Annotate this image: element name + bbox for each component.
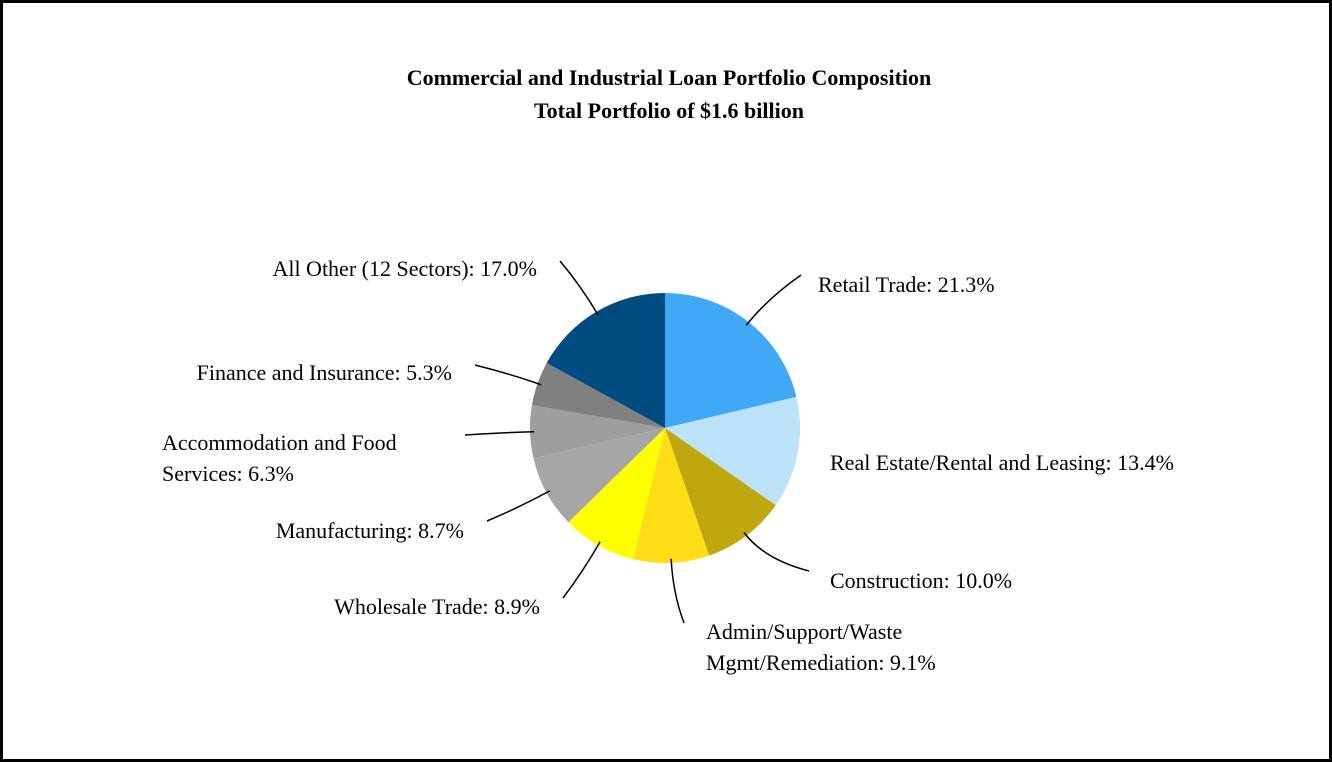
pie-slice	[665, 396, 800, 506]
slice-label: All Other (12 Sectors): 17.0%	[272, 256, 537, 281]
leader-line	[486, 490, 551, 522]
slice-label: Construction: 10.0%	[830, 568, 1013, 593]
leader-line	[670, 558, 685, 624]
pie-slice	[568, 428, 665, 560]
pie-slice	[531, 362, 665, 428]
leader-line	[743, 532, 810, 572]
pie-slice	[530, 405, 665, 459]
slice-label: Retail Trade: 21.3%	[818, 272, 995, 297]
leader-line	[474, 364, 542, 386]
slice-label: Accommodation and Food Services: 6.3%	[162, 430, 397, 486]
slice-label: Real Estate/Rental and Leasing: 13.4%	[830, 450, 1174, 475]
slice-label: Manufacturing: 8.7%	[275, 518, 464, 543]
chart-subtitle: Total Portfolio of $1.6 billion	[534, 98, 804, 123]
slice-label: Finance and Insurance: 5.3%	[196, 360, 452, 385]
pie-slice	[533, 428, 665, 523]
pie-slice	[665, 428, 776, 556]
pie-slice	[633, 428, 710, 563]
chart-title: Commercial and Industrial Loan Portfolio…	[406, 65, 932, 90]
leader-line	[559, 260, 599, 316]
slice-label: Admin/Support/Waste Mgmt/Remediation: 9.…	[706, 619, 936, 675]
leader-line	[745, 274, 802, 326]
leader-line	[562, 541, 601, 599]
leader-line	[464, 430, 535, 436]
pie-slice	[665, 293, 797, 428]
pie-slice	[546, 293, 665, 428]
slice-label: Wholesale Trade: 8.9%	[334, 594, 540, 619]
pie-area	[464, 260, 810, 624]
